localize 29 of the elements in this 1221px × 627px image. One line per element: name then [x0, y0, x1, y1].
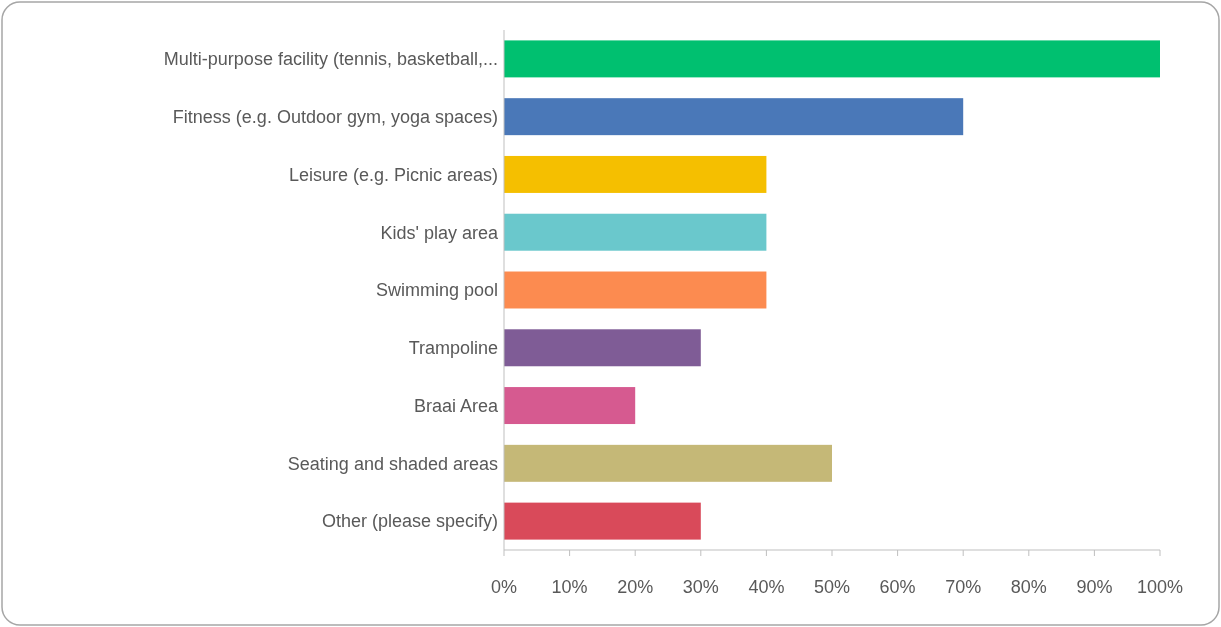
x-tick-label: 30%	[682, 577, 719, 597]
x-tick-label: 50%	[813, 577, 851, 597]
y-tick-label: Trampoline	[408, 338, 498, 359]
x-tick-label: 20%	[617, 577, 654, 597]
y-tick-label: Multi-purpose facility (tennis, basketball,...	[163, 49, 498, 70]
x-tick-label: 90%	[1076, 577, 1113, 597]
y-tick-label: Other (please specify)	[321, 511, 498, 532]
bar	[504, 213, 767, 251]
y-tick-label: Fitness (e.g. Outdoor gym, yoga spaces)	[172, 106, 498, 127]
x-tick-label: 100%	[1136, 577, 1184, 597]
bar	[504, 40, 1160, 78]
bar	[504, 502, 701, 540]
y-tick-label: Kids' play area	[380, 222, 499, 243]
x-tick-label: 60%	[879, 577, 916, 597]
y-tick-label: Seating and shaded areas	[287, 453, 498, 474]
x-tick-label: 40%	[748, 577, 785, 597]
y-tick-label: Braai Area	[413, 395, 499, 416]
bar	[504, 155, 767, 193]
bar	[504, 444, 832, 482]
x-tick-label: 10%	[551, 577, 588, 597]
y-tick-label: Swimming pool	[375, 280, 498, 301]
bar	[504, 98, 964, 136]
x-tick-label: 0%	[490, 577, 518, 597]
bar	[504, 271, 767, 309]
x-tick-label: 70%	[945, 577, 982, 597]
bar	[504, 329, 701, 367]
y-tick-label: Leisure (e.g. Picnic areas)	[288, 164, 498, 185]
x-tick-label: 80%	[1010, 577, 1047, 597]
bar	[504, 387, 636, 425]
